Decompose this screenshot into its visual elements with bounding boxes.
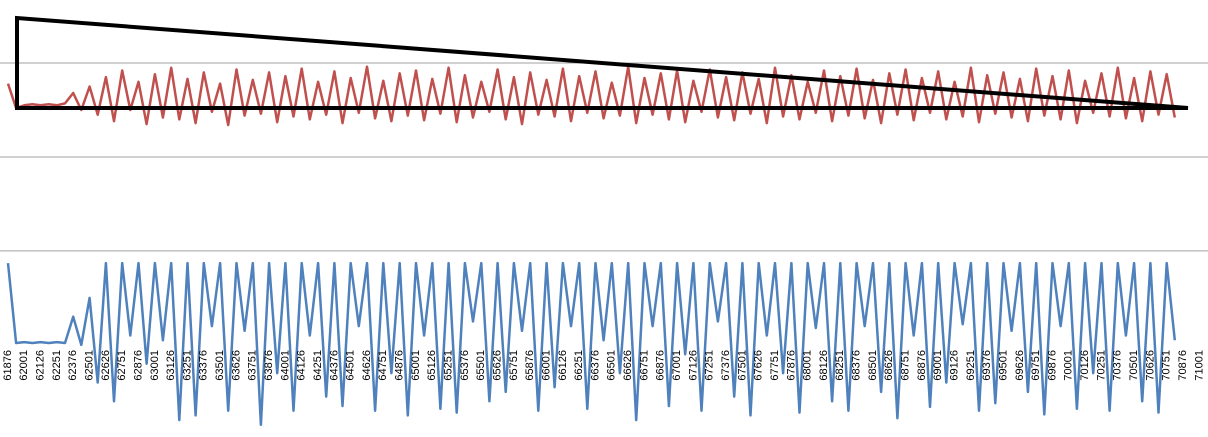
x-tick-label: 68876 xyxy=(916,350,928,381)
x-tick-label: 70626 xyxy=(1144,350,1156,381)
x-tick-label: 69251 xyxy=(965,350,977,381)
x-tick-label: 69751 xyxy=(1030,350,1042,381)
x-tick-label: 67501 xyxy=(736,350,748,381)
series-line xyxy=(6,261,1177,427)
x-tick-label: 68626 xyxy=(883,350,895,381)
lines xyxy=(6,65,1177,427)
x-tick-label: 61876 xyxy=(2,350,14,381)
x-tick-label: 65876 xyxy=(524,350,536,381)
x-tick-label: 63501 xyxy=(214,350,226,381)
x-tick-label: 67376 xyxy=(720,350,732,381)
x-tick-label: 65001 xyxy=(410,350,422,381)
x-labels: 61876 62001 62126 62251 62376 62501 62626 62751… xyxy=(2,350,1205,381)
x-tick-label: 66626 xyxy=(622,350,634,381)
x-tick-label: 68501 xyxy=(867,350,879,381)
x-tick-label: 69126 xyxy=(948,350,960,381)
x-tick-label: 69876 xyxy=(1046,350,1058,381)
x-tick-label: 62876 xyxy=(132,350,144,381)
x-tick-label: 64376 xyxy=(328,350,340,381)
x-tick-label: 69001 xyxy=(932,350,944,381)
annotation-triangle xyxy=(15,15,1189,110)
grid xyxy=(0,62,1208,252)
x-tick-label: 65376 xyxy=(459,350,471,381)
x-tick-label: 64501 xyxy=(345,350,357,381)
x-tick-label: 65751 xyxy=(508,350,520,381)
x-tick-label: 63376 xyxy=(198,350,210,381)
x-tick-label: 64626 xyxy=(361,350,373,381)
x-tick-label: 62126 xyxy=(35,350,47,381)
x-tick-label: 65501 xyxy=(475,350,487,381)
x-tick-label: 62501 xyxy=(83,350,95,381)
x-tick-label: 71001 xyxy=(1193,350,1205,381)
x-tick-label: 63626 xyxy=(230,350,242,381)
x-tick-label: 66251 xyxy=(573,350,585,381)
x-tick-label: 67251 xyxy=(704,350,716,381)
x-tick-label: 68376 xyxy=(851,350,863,381)
x-tick-label: 65126 xyxy=(426,350,438,381)
x-tick-label: 66001 xyxy=(540,350,552,381)
x-tick-label: 66126 xyxy=(557,350,569,381)
x-tick-label: 70501 xyxy=(1128,350,1140,381)
x-tick-label: 64126 xyxy=(296,350,308,381)
x-tick-label: 66876 xyxy=(655,350,667,381)
x-tick-label: 63001 xyxy=(149,350,161,381)
x-tick-label: 70001 xyxy=(1063,350,1075,381)
x-tick-label: 70751 xyxy=(1161,350,1173,381)
x-tick-label: 64751 xyxy=(377,350,389,381)
x-tick-label: 67126 xyxy=(687,350,699,381)
x-tick-label: 68126 xyxy=(818,350,830,381)
x-tick-label: 67626 xyxy=(753,350,765,381)
x-tick-label: 62251 xyxy=(51,350,63,381)
x-tick-label: 64001 xyxy=(279,350,291,381)
x-tick-label: 67876 xyxy=(785,350,797,381)
x-tick-label: 70126 xyxy=(1079,350,1091,381)
x-tick-label: 70376 xyxy=(1112,350,1124,381)
x-tick-label: 67001 xyxy=(671,350,683,381)
x-tick-label: 69626 xyxy=(1014,350,1026,381)
x-tick-label: 63251 xyxy=(181,350,193,381)
x-tick-label: 65626 xyxy=(491,350,503,381)
x-tick-label: 62751 xyxy=(116,350,128,381)
x-tick-label: 70876 xyxy=(1177,350,1189,381)
x-tick-label: 68251 xyxy=(834,350,846,381)
x-tick-label: 62626 xyxy=(100,350,112,381)
x-tick-label: 67751 xyxy=(769,350,781,381)
x-tick-label: 68751 xyxy=(900,350,912,381)
x-tick-label: 70251 xyxy=(1095,350,1107,381)
x-tick-label: 64876 xyxy=(394,350,406,381)
x-tick-label: 63126 xyxy=(165,350,177,381)
x-tick-label: 65251 xyxy=(443,350,455,381)
x-tick-label: 66376 xyxy=(589,350,601,381)
x-tick-label: 66751 xyxy=(638,350,650,381)
x-tick-label: 69376 xyxy=(981,350,993,381)
x-tick-label: 63876 xyxy=(263,350,275,381)
x-tick-label: 68001 xyxy=(802,350,814,381)
x-tick-label: 66501 xyxy=(606,350,618,381)
x-tick-label: 69501 xyxy=(997,350,1009,381)
x-tick-label: 62376 xyxy=(67,350,79,381)
x-tick-label: 62001 xyxy=(18,350,30,381)
x-tick-label: 63751 xyxy=(247,350,259,381)
series-line xyxy=(6,65,1177,127)
x-tick-label: 64251 xyxy=(312,350,324,381)
